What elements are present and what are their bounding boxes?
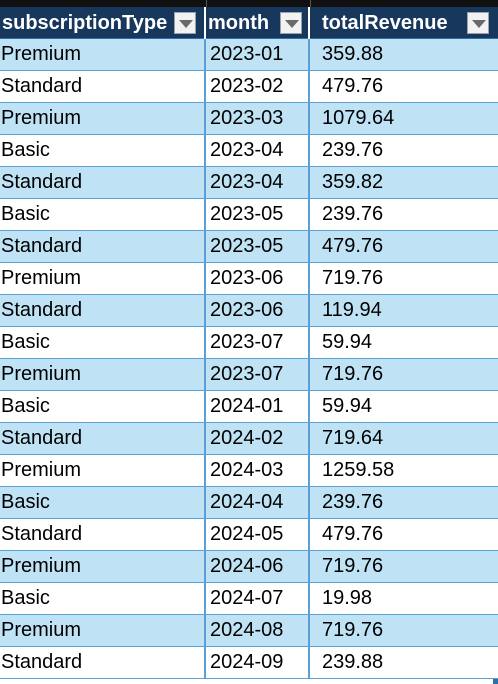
table-row[interactable]: Premium 2024-03 1259.58 [0, 455, 498, 487]
cell-total-revenue[interactable]: 719.76 [322, 619, 384, 641]
table-row[interactable]: Standard 2024-02 719.64 [0, 423, 498, 455]
header-month: month [206, 7, 310, 39]
cell-total-revenue[interactable]: 1079.64 [322, 107, 395, 129]
cell-month[interactable]: 2023-07 [206, 359, 310, 390]
table-row[interactable]: Basic 2024-04 239.76 [0, 487, 498, 519]
table-row[interactable]: Standard 2023-06 119.94 [0, 295, 498, 327]
table-row[interactable]: Standard 2024-09 239.88 [0, 647, 498, 679]
table-header-row: subscriptionType month totalRevenue [0, 7, 498, 39]
table-row[interactable]: Premium 2023-03 1079.64 [0, 103, 498, 135]
table-row[interactable]: Basic 2024-07 19.98 [0, 583, 498, 615]
table-row[interactable]: Basic 2023-07 59.94 [0, 327, 498, 359]
cell-subscription-type[interactable]: Standard [0, 423, 206, 454]
table-body: Premium 2023-01 359.88 Standard 2023-02 479.7… [0, 39, 498, 679]
filter-dropdown-icon[interactable] [174, 12, 196, 34]
cell-total-revenue[interactable]: 239.76 [322, 491, 384, 513]
table-row[interactable]: Premium 2024-08 719.76 [0, 615, 498, 647]
cell-month[interactable]: 2023-06 [206, 295, 310, 326]
cell-subscription-type[interactable]: Standard [0, 295, 206, 326]
cell-month[interactable]: 2023-01 [206, 39, 310, 70]
cell-month[interactable]: 2024-05 [206, 519, 310, 550]
table-row[interactable]: Premium 2024-06 719.76 [0, 551, 498, 583]
cell-month[interactable]: 2024-02 [206, 423, 310, 454]
cell-month[interactable]: 2024-01 [206, 391, 310, 422]
cell-month[interactable]: 2024-04 [206, 487, 310, 518]
cell-total-revenue[interactable]: 359.88 [322, 43, 384, 65]
cell-total-revenue[interactable]: 719.76 [322, 363, 384, 385]
cell-month[interactable]: 2023-05 [206, 231, 310, 262]
cell-subscription-type[interactable]: Premium [0, 551, 206, 582]
cell-month[interactable]: 2023-02 [206, 71, 310, 102]
cell-month[interactable]: 2024-03 [206, 455, 310, 486]
cell-subscription-type[interactable]: Premium [0, 263, 206, 294]
cell-month[interactable]: 2024-08 [206, 615, 310, 646]
cell-subscription-type[interactable]: Premium [0, 103, 206, 134]
cell-subscription-type[interactable]: Standard [0, 647, 206, 678]
cell-month[interactable]: 2024-07 [206, 583, 310, 614]
header-label: month [208, 12, 270, 34]
cell-total-revenue[interactable]: 59.94 [322, 395, 373, 417]
table-row[interactable]: Premium 2023-07 719.76 [0, 359, 498, 391]
cell-total-revenue[interactable]: 359.82 [322, 171, 384, 193]
cell-subscription-type[interactable]: Standard [0, 167, 206, 198]
cell-total-revenue[interactable]: 239.76 [322, 139, 384, 161]
header-label: totalRevenue [322, 12, 448, 34]
cell-month[interactable]: 2023-04 [206, 135, 310, 166]
cell-month[interactable]: 2024-09 [206, 647, 310, 678]
table-resize-handle[interactable] [493, 679, 498, 684]
cell-total-revenue[interactable]: 19.98 [322, 587, 373, 609]
cell-total-revenue[interactable]: 479.76 [322, 523, 384, 545]
header-subscription-type: subscriptionType [0, 7, 206, 39]
cell-subscription-type[interactable]: Premium [0, 359, 206, 390]
header-label: subscriptionType [2, 12, 168, 34]
header-total-revenue: totalRevenue [310, 7, 498, 39]
cell-subscription-type[interactable]: Basic [0, 487, 206, 518]
cell-subscription-type[interactable]: Basic [0, 135, 206, 166]
cell-subscription-type[interactable]: Standard [0, 71, 206, 102]
table-row[interactable]: Basic 2023-04 239.76 [0, 135, 498, 167]
cell-total-revenue[interactable]: 1259.58 [322, 459, 395, 481]
cell-subscription-type[interactable]: Basic [0, 199, 206, 230]
table-row[interactable]: Premium 2023-06 719.76 [0, 263, 498, 295]
cell-subscription-type[interactable]: Basic [0, 583, 206, 614]
cell-month[interactable]: 2024-06 [206, 551, 310, 582]
cell-month[interactable]: 2023-07 [206, 327, 310, 358]
table-row[interactable]: Standard 2023-04 359.82 [0, 167, 498, 199]
table-row[interactable]: Standard 2024-05 479.76 [0, 519, 498, 551]
cell-subscription-type[interactable]: Basic [0, 327, 206, 358]
filter-dropdown-icon[interactable] [280, 12, 302, 34]
table-row[interactable]: Premium 2023-01 359.88 [0, 39, 498, 71]
cell-total-revenue[interactable]: 239.88 [322, 651, 384, 673]
table-row[interactable]: Standard 2023-02 479.76 [0, 71, 498, 103]
cell-subscription-type[interactable]: Premium [0, 615, 206, 646]
cell-subscription-type[interactable]: Premium [0, 39, 206, 70]
filter-dropdown-icon[interactable] [467, 12, 489, 34]
table-row[interactable]: Basic 2023-05 239.76 [0, 199, 498, 231]
cell-total-revenue[interactable]: 59.94 [322, 331, 373, 353]
cell-subscription-type[interactable]: Basic [0, 391, 206, 422]
cell-total-revenue[interactable]: 479.76 [322, 235, 384, 257]
table-row[interactable]: Standard 2023-05 479.76 [0, 231, 498, 263]
table-row[interactable]: Basic 2024-01 59.94 [0, 391, 498, 423]
cell-total-revenue[interactable]: 239.76 [322, 203, 384, 225]
column-header-strip [0, 0, 498, 7]
cell-subscription-type[interactable]: Premium [0, 455, 206, 486]
cell-month[interactable]: 2023-06 [206, 263, 310, 294]
cell-total-revenue[interactable]: 119.94 [322, 299, 382, 321]
cell-month[interactable]: 2023-04 [206, 167, 310, 198]
cell-total-revenue[interactable]: 719.76 [322, 555, 384, 577]
cell-subscription-type[interactable]: Standard [0, 519, 206, 550]
cell-month[interactable]: 2023-05 [206, 199, 310, 230]
cell-subscription-type[interactable]: Standard [0, 231, 206, 262]
cell-total-revenue[interactable]: 719.64 [322, 427, 384, 449]
cell-month[interactable]: 2023-03 [206, 103, 310, 134]
cell-total-revenue[interactable]: 719.76 [322, 267, 384, 289]
cell-total-revenue[interactable]: 479.76 [322, 75, 384, 97]
